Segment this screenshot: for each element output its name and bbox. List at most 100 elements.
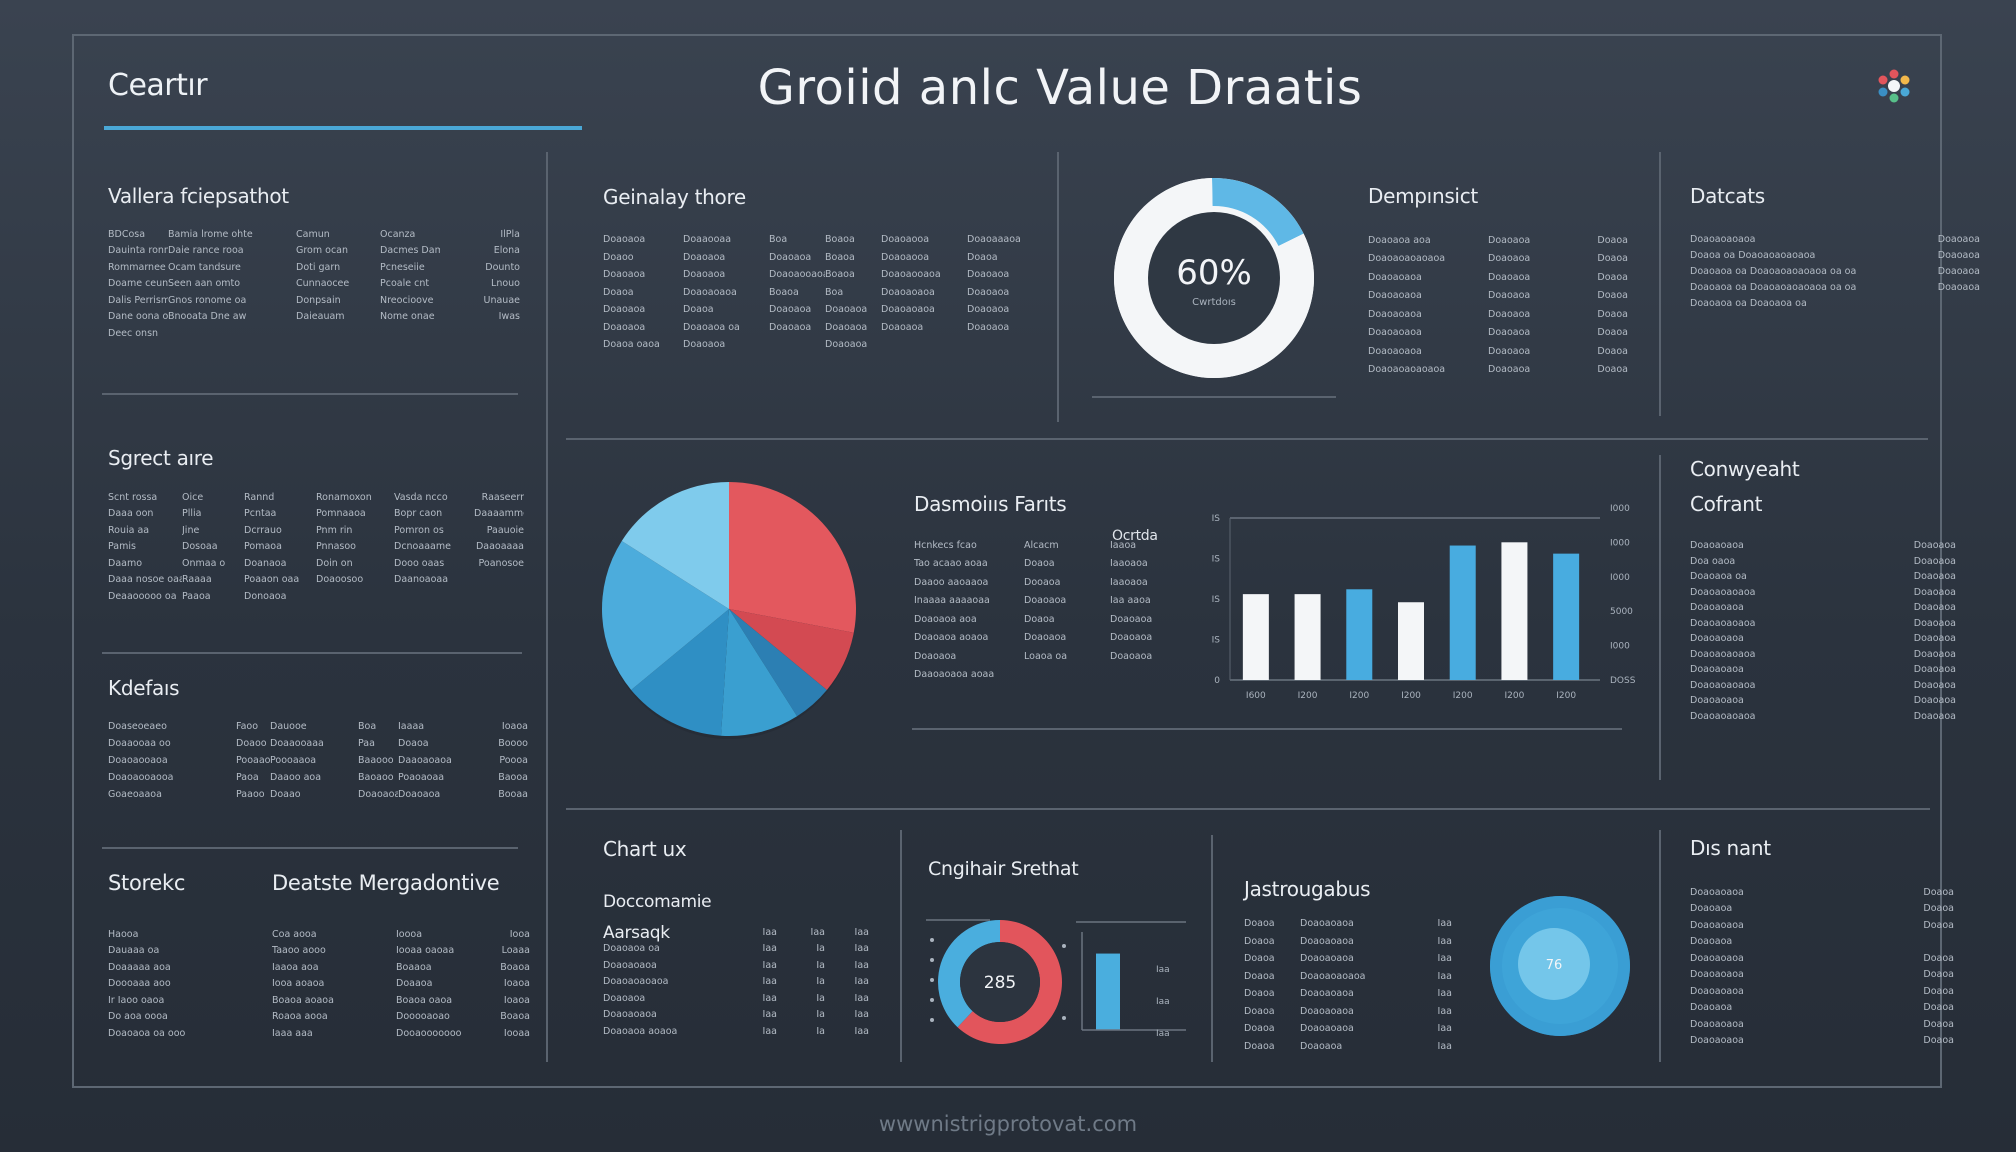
table-cell: Doaoaoa — [1300, 1040, 1343, 1052]
table-cell: Ia — [816, 976, 825, 988]
table-row: Daaa oon Pllia Pcntaa Pomnaaoa Bopr caon Daaa… — [108, 506, 524, 523]
table-cell: Doaoaoaoa — [1690, 969, 1744, 981]
table-cell: Doaoaoaoa — [1690, 886, 1744, 898]
ring-chart-blue[interactable]: 76 — [1488, 894, 1632, 1038]
table-cell: Doaoaoa — [603, 321, 646, 333]
bar-chart-main[interactable]: 0 IS IS IS IS DOSS I000 5000 I000 I000 I000 I600 I20… — [1196, 498, 1636, 708]
table-cell: Doame ceun tie — [108, 278, 168, 290]
bar-ytick-left: IS — [1212, 595, 1221, 605]
table-cell: Boaoa — [769, 286, 799, 298]
table-cell: Pomaoa — [244, 541, 282, 553]
pie-chart-main[interactable] — [600, 480, 858, 739]
donut-small-dot — [1062, 944, 1066, 948]
table-cell: Boa — [769, 234, 788, 246]
table-cell: Boaoa oaoa — [396, 994, 453, 1006]
section-title-dempmsict: Dempınsict — [1368, 184, 1478, 208]
table-cell: Iooaa — [503, 1027, 530, 1039]
table-cell: Doaoaoa — [1110, 650, 1153, 662]
table-row: Tao acaao aoaa Doaoa Iaaoaoa — [914, 555, 1180, 574]
table-row: Doaoa Doaoaoaoa Iaa — [1244, 933, 1452, 951]
table-disnant: Doaoaoaoa Doaoa Doaoaoa Doaoa Doaoaoaoa Doaoa… — [1690, 884, 1954, 1049]
table-cell: Iaa — [854, 992, 869, 1004]
table-cell: Doaoa — [1597, 327, 1628, 339]
table-cell: Coa aooa — [272, 928, 317, 940]
table-cell: Daaoo aoa — [270, 772, 322, 783]
table-row: Doaoa Doaoaoaoa Iaa — [1244, 950, 1452, 968]
table-cell: Faoo — [236, 721, 259, 732]
bar — [1294, 594, 1321, 680]
footer-url[interactable]: wwwnistrigprotovat.com — [878, 1112, 1138, 1136]
table-cell: Boaoa aoaoa — [272, 994, 334, 1006]
table-row: Doaoaoaoa Iaa Ia Iaa — [603, 1007, 869, 1024]
brand-label[interactable]: Ceartır — [108, 68, 208, 103]
table-cell: Dacmes Damo — [380, 245, 440, 257]
table-cell: Iaa — [762, 976, 777, 988]
table-cell: Ocam tandsure — [168, 261, 241, 273]
pie-slice — [631, 609, 729, 736]
table-cell: Doaoaoa — [967, 321, 1010, 333]
table-cell: Doaoaoa oa ooo — [108, 1027, 186, 1039]
table-cell: Doaoaoa aoaoa — [914, 632, 989, 644]
table-cell: Doaoaoa — [683, 269, 726, 281]
table-cell: Rommarnee oa — [108, 261, 168, 273]
table-cell: Boaoa — [825, 234, 855, 246]
table-cell: Doaaoa — [396, 978, 433, 990]
table-cell: Pnnasoo — [316, 541, 356, 553]
table-cell: Boa — [358, 721, 377, 732]
table-cell: Paaoo — [236, 789, 265, 800]
table-cell: Doaoaoa — [683, 339, 726, 351]
table-datcats: Doaoaoaoaoa Doaoaoa Doaoa oa Doaoaoaoaoaoa… — [1690, 231, 1980, 311]
table-cell: Iaa — [1437, 1040, 1452, 1052]
donut-chart-main[interactable]: 60% Cwrtdoıs — [1114, 178, 1314, 378]
table-row: Doaoaoaoa Doaoa — [1690, 950, 1954, 967]
bar-ytick-right: 5000 — [1610, 607, 1633, 617]
table-cell: Doaoaoa — [603, 304, 646, 316]
table-cell: Doaoaoaoaoa — [1690, 586, 1756, 598]
table-row: Dauinta ronneDaie rance rooa Grom ocan Dac… — [108, 243, 520, 260]
table-cell: Doaoaoa — [1690, 1002, 1733, 1014]
donut-chart-small[interactable]: 285 — [926, 912, 1066, 1052]
table-cell: Doaoa — [1244, 970, 1275, 982]
table-cell: Doaoaoa — [1913, 648, 1956, 660]
table-cell: Ia — [816, 1009, 825, 1021]
table-cell: Doaoaoa — [1913, 664, 1956, 676]
table-cell: Pomron os — [394, 524, 444, 536]
table-cell: Doaoaoa — [1913, 540, 1956, 552]
table-cell: Pamis — [108, 541, 136, 553]
table-cell: Doaoaoaoa — [683, 286, 737, 298]
table-row: Doaoaoa oa ooo Iaaa aaa Dooaooooooo Iooaa — [108, 1025, 530, 1042]
table-cell: Iaaoa aoa — [272, 961, 319, 973]
section-title-dasmoius: Dasmoiııs Farıts — [914, 492, 1067, 516]
bar-chart-small[interactable]: Iaa Iaa Iaa — [1076, 918, 1196, 1052]
table-cell: Iaa — [762, 992, 777, 1004]
table-cell: Doin on — [316, 557, 353, 569]
table-cell: Doaoaooaooa — [108, 772, 174, 783]
logo-petals — [1878, 69, 1910, 103]
table-cell: Iooa — [509, 928, 530, 940]
table-cell: Poanosoe — [478, 557, 524, 569]
table-row: Doaoaoaoaoa Doaoaoa — [1690, 231, 1980, 247]
table-cell: Doaoa — [1923, 969, 1954, 981]
table-cell: Doaoaoaoa — [1690, 664, 1744, 676]
table-chartux: Iaa Iaa Iaa Doaoaoa oa Iaa Ia Iaa Doaoaoaoa Iaa I… — [603, 924, 869, 1040]
table-cell: Paaoa — [182, 590, 211, 602]
table-row: Doaoaoa — [1690, 934, 1954, 951]
table-row: Doaoaoaoa Doaoaoa — [1690, 631, 1956, 647]
table-cell: Baooa — [498, 772, 528, 783]
table-cell: Dooaoa — [1024, 576, 1061, 588]
table-cell: Doaoaoaoa — [881, 286, 935, 298]
table-cell: Doaoaoaoa — [1690, 633, 1744, 645]
table-cell: Dcrrauo — [244, 524, 282, 536]
table-row: Doaoaoa Doaoaoa oa Doaoaoa Doaoaoa Doaoaoa Do… — [603, 319, 1023, 337]
table-cell: Poooaaoa — [270, 755, 317, 766]
table-row: Scnt rossa Oice Rannd Ronamoxon Vasda ncco Ra… — [108, 489, 524, 506]
table-cell: Doaoaoaoa — [1300, 953, 1354, 965]
table-cell: Iooaa oaoaa — [396, 945, 455, 957]
table-cell: Doaoaoa aoa — [1368, 234, 1431, 246]
table-cell: Dosoaa — [182, 541, 218, 553]
logo-icon[interactable] — [1874, 66, 1914, 106]
table-cell: Ioaoa — [503, 978, 530, 990]
table-cell: Doaoaoaoa — [1690, 1018, 1744, 1030]
table-cell: Doaoaoaoaoa — [603, 976, 669, 988]
table-geinalay: Doaoaoa Doaaooaa Boa Boaoa Doaoaooa Doaoaaaoa… — [603, 231, 1023, 354]
